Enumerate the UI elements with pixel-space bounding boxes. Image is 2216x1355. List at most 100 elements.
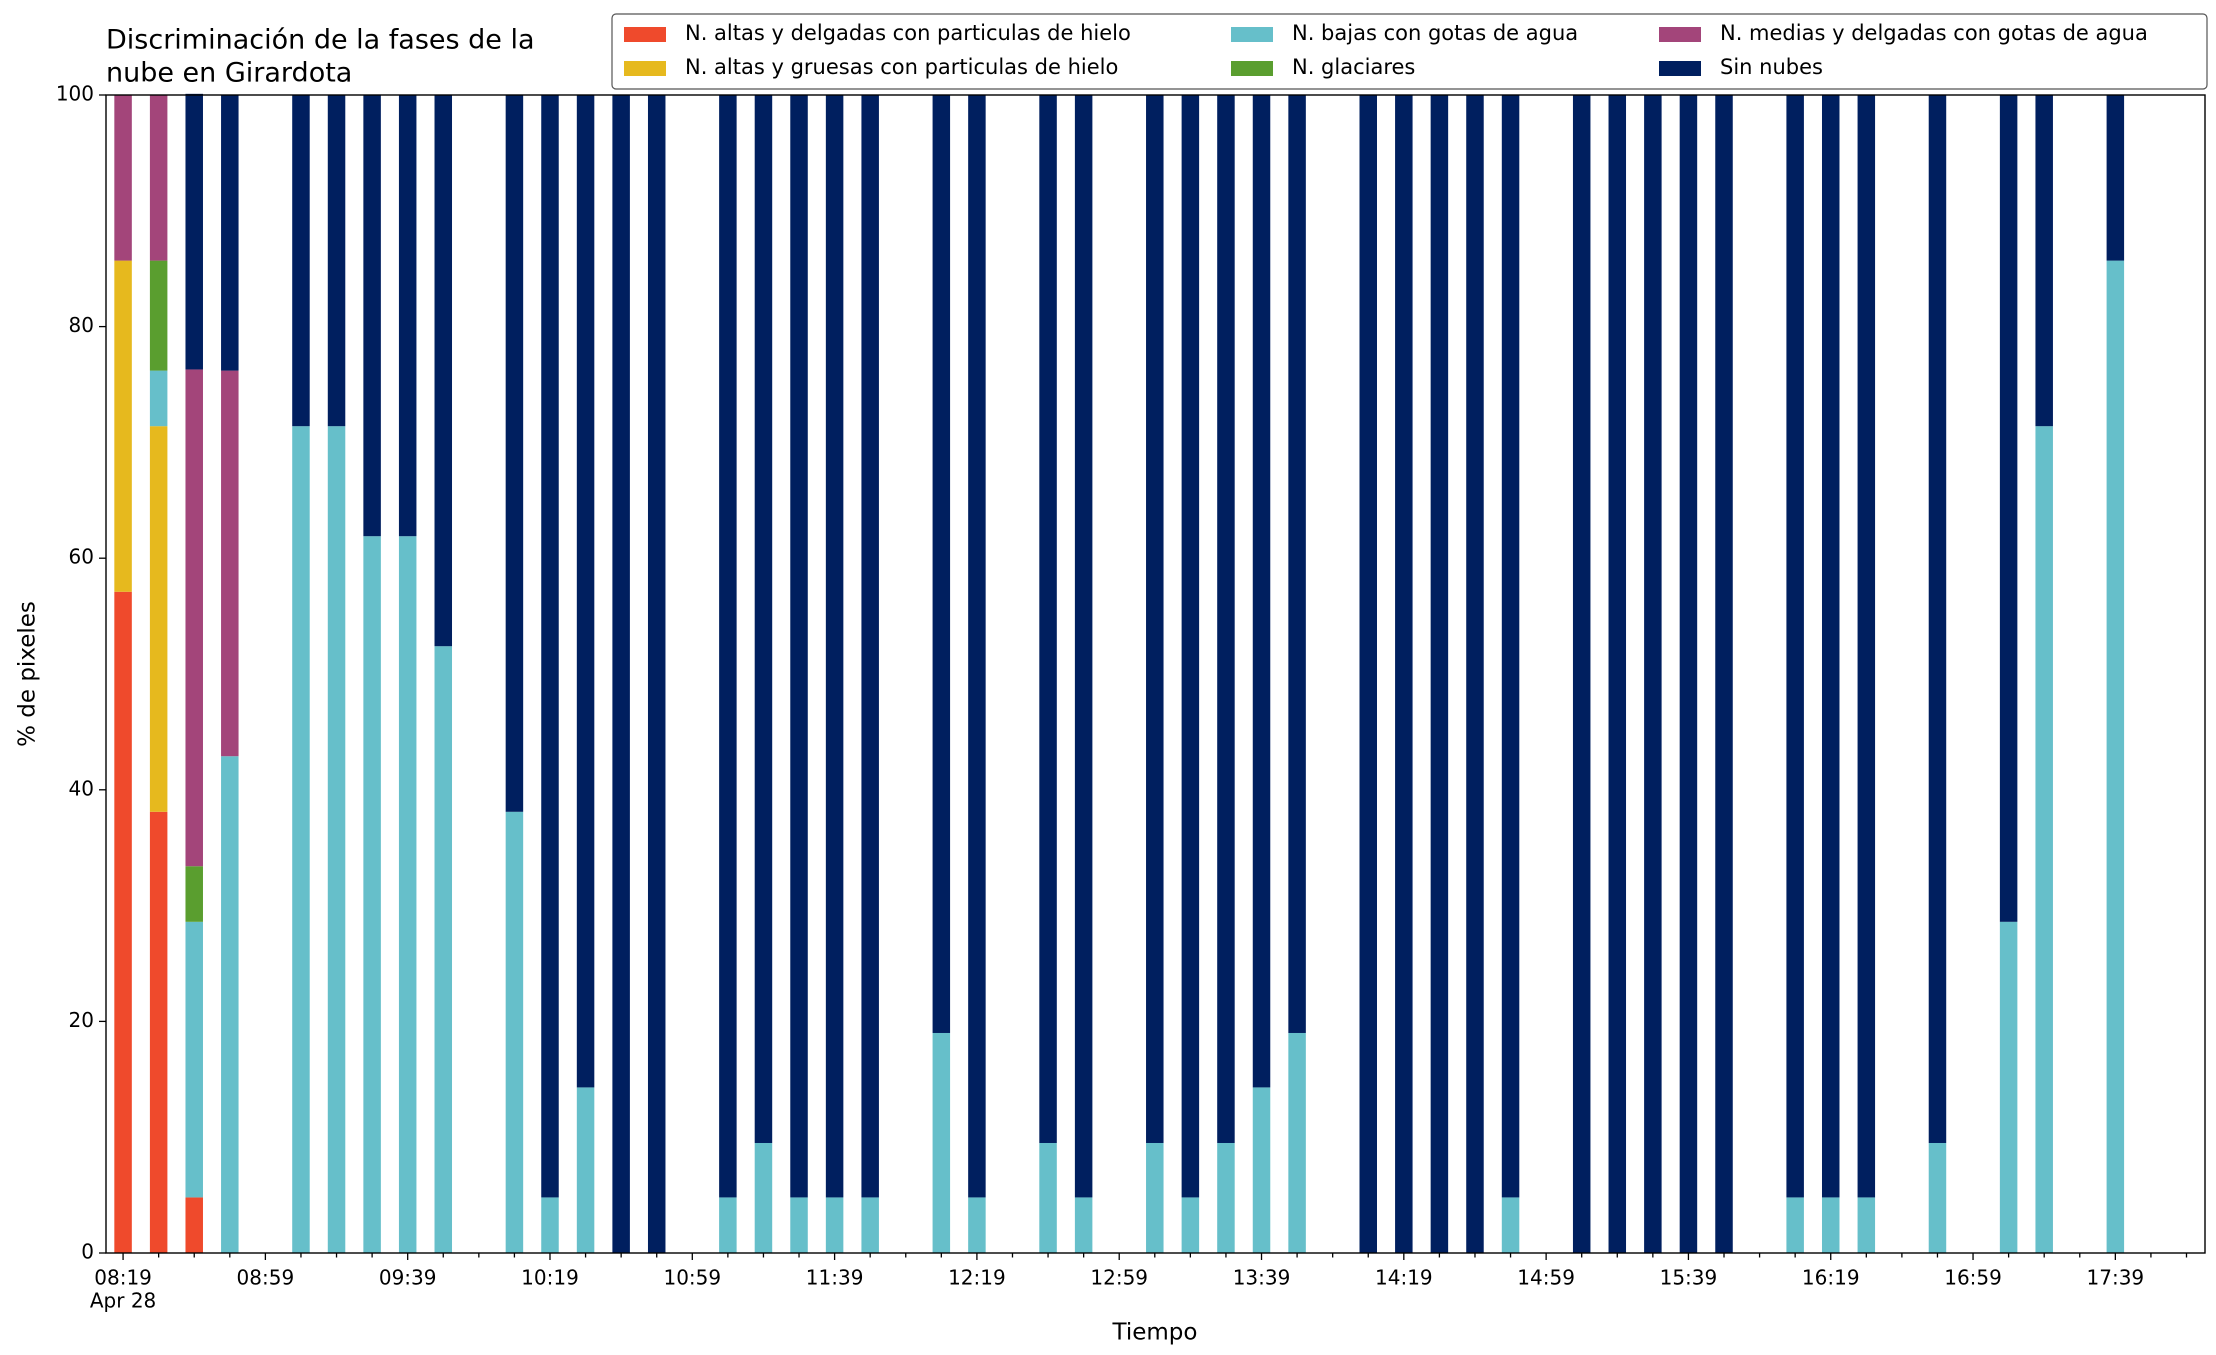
bar-segment: [1715, 95, 1733, 1253]
bar-segment: [1252, 95, 1271, 1088]
bar-segment: [434, 95, 453, 647]
bar-segment: [1821, 1197, 1840, 1253]
bar-segment: [149, 811, 168, 1253]
legend-label: N. bajas con gotas de agua: [1292, 21, 1578, 45]
bar-segment: [1039, 1142, 1057, 1253]
bar-segment: [1430, 95, 1449, 1253]
bar-segment: [398, 95, 417, 537]
bar-segment: [1501, 1197, 1520, 1253]
bar-segment: [1181, 95, 1200, 1198]
bar-segment: [2035, 95, 2053, 427]
bar-segment: [327, 95, 346, 427]
y-tick-label: 0: [81, 1240, 94, 1264]
x-tick-label: 09:39: [379, 1266, 437, 1290]
y-tick-label: 80: [69, 313, 94, 337]
legend-label: N. altas y delgadas con particulas de hi…: [685, 21, 1131, 45]
bar-segment: [2106, 260, 2125, 1253]
y-tick-label: 20: [69, 1008, 94, 1032]
bar-segment: [292, 426, 310, 1253]
bar-segment: [719, 1197, 737, 1253]
x-tick-label: 12:59: [1090, 1266, 1148, 1290]
bar-segment: [114, 95, 132, 261]
y-axis-label: % de pixeles: [15, 601, 41, 747]
bar-segment: [1217, 95, 1235, 1143]
bar-segment: [185, 1197, 203, 1253]
bar-segment: [363, 536, 381, 1253]
bar-segment: [1999, 921, 2018, 1253]
x-tick-label: 13:39: [1233, 1266, 1291, 1290]
x-tick-label: 11:39: [806, 1266, 864, 1290]
x-tick-label: 12:19: [948, 1266, 1006, 1290]
x-tick-label: 10:19: [521, 1266, 579, 1290]
bar-segment: [1146, 1142, 1164, 1253]
x-tick-label: 15:39: [1660, 1266, 1718, 1290]
bar-segment: [861, 1197, 879, 1253]
bar-segment: [1288, 95, 1306, 1033]
bar-segment: [576, 95, 595, 1088]
bar-segment: [149, 370, 168, 427]
bar-segment: [932, 95, 951, 1033]
y-tick-label: 60: [69, 545, 94, 569]
bar-segment: [825, 95, 844, 1198]
bar-segment: [1786, 1197, 1804, 1253]
bar-segment: [1786, 95, 1804, 1198]
y-tick-label: 100: [56, 82, 94, 106]
legend-swatch: [1231, 27, 1273, 42]
bar-segment: [185, 93, 203, 370]
legend-label: N. altas y gruesas con particulas de hie…: [685, 55, 1118, 79]
bar-segment: [221, 370, 239, 757]
bar-segment: [1821, 95, 1840, 1198]
bar-segment: [1999, 95, 2018, 922]
bar-segment: [968, 1197, 986, 1253]
bar-segment: [825, 1197, 844, 1253]
bar-segment: [790, 1197, 808, 1253]
bar-segment: [434, 646, 453, 1253]
x-tick-label: 17:39: [2087, 1266, 2145, 1290]
bar-segment: [647, 95, 666, 1253]
bar-segment: [612, 95, 630, 1253]
bar-segment: [185, 369, 203, 867]
x-axis-label: Tiempo: [1112, 1320, 1198, 1346]
bar-segment: [1501, 95, 1520, 1198]
bar-segment: [754, 95, 773, 1143]
bar-segment: [861, 95, 879, 1198]
x-sublabel: Apr 28: [90, 1289, 156, 1313]
bar-segment: [1074, 1197, 1093, 1253]
bar-segment: [968, 95, 986, 1198]
bar-segment: [1857, 1197, 1876, 1253]
bar-segment: [114, 260, 132, 592]
bar-segment: [1181, 1197, 1200, 1253]
bar-segment: [114, 591, 132, 1253]
bar-segment: [149, 95, 168, 261]
legend-swatch: [1659, 61, 1701, 76]
x-tick-label: 08:19: [94, 1266, 152, 1290]
legend-label: Sin nubes: [1720, 55, 1823, 79]
bar-segment: [754, 1142, 773, 1253]
bar-segment: [221, 95, 239, 371]
chart-title: Discriminación de la fases de la: [106, 25, 535, 56]
bar-segment: [1217, 1142, 1235, 1253]
legend-swatch: [624, 27, 666, 42]
bar-segment: [1074, 95, 1093, 1198]
bar-segment: [541, 95, 559, 1198]
y-tick-label: 40: [69, 776, 94, 800]
bar-segment: [790, 95, 808, 1198]
bar-segment: [1928, 1142, 1947, 1253]
bar-segment: [1572, 95, 1591, 1253]
x-tick-label: 10:59: [663, 1266, 721, 1290]
bar-segment: [149, 260, 168, 371]
bar-segment: [505, 95, 524, 812]
bar-segment: [1146, 95, 1164, 1143]
x-tick-label: 14:19: [1375, 1266, 1433, 1290]
bar-segment: [1644, 95, 1662, 1253]
bar-segment: [363, 95, 381, 537]
legend-label: N. medias y delgadas con gotas de agua: [1720, 21, 2148, 45]
bar-segment: [2106, 95, 2125, 261]
x-tick-label: 08:59: [237, 1266, 295, 1290]
bar-segment: [1252, 1087, 1271, 1253]
bar-segment: [1608, 95, 1627, 1253]
bar-segment: [1039, 95, 1057, 1143]
x-tick-label: 14:59: [1517, 1266, 1575, 1290]
bar-segment: [1928, 95, 1947, 1143]
